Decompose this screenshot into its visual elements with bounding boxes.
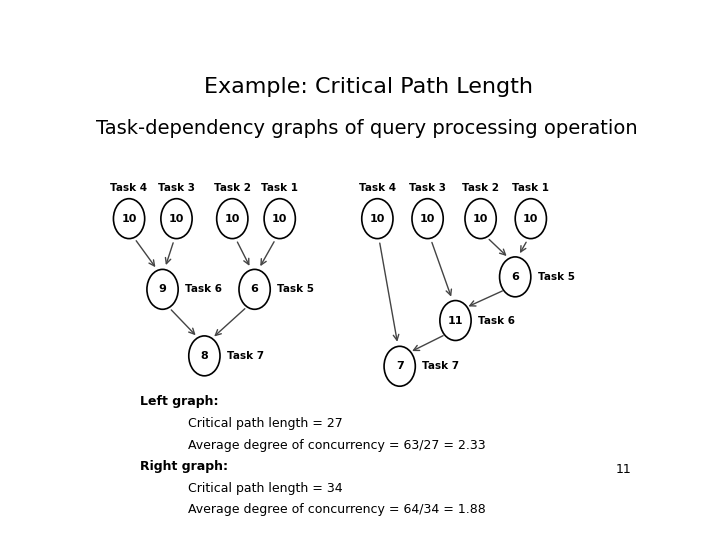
Text: Task 1: Task 1 bbox=[261, 183, 298, 193]
Ellipse shape bbox=[189, 336, 220, 376]
Text: 11: 11 bbox=[616, 463, 631, 476]
Ellipse shape bbox=[114, 199, 145, 239]
Text: Task 3: Task 3 bbox=[409, 183, 446, 193]
Ellipse shape bbox=[239, 269, 270, 309]
Text: 10: 10 bbox=[369, 214, 385, 224]
Text: Task-dependency graphs of query processing operation: Task-dependency graphs of query processi… bbox=[96, 119, 637, 138]
Ellipse shape bbox=[264, 199, 295, 239]
Text: Right graph:: Right graph: bbox=[140, 460, 228, 473]
Ellipse shape bbox=[384, 346, 415, 386]
Text: 10: 10 bbox=[122, 214, 137, 224]
Text: 10: 10 bbox=[473, 214, 488, 224]
Text: Task 5: Task 5 bbox=[538, 272, 575, 282]
Text: 10: 10 bbox=[168, 214, 184, 224]
Ellipse shape bbox=[412, 199, 444, 239]
Text: Task 6: Task 6 bbox=[185, 285, 222, 294]
Text: Average degree of concurrency = 64/34 = 1.88: Average degree of concurrency = 64/34 = … bbox=[188, 503, 485, 516]
Text: Task 4: Task 4 bbox=[359, 183, 396, 193]
Ellipse shape bbox=[217, 199, 248, 239]
Text: Task 5: Task 5 bbox=[277, 285, 314, 294]
Text: 6: 6 bbox=[251, 285, 258, 294]
Ellipse shape bbox=[440, 301, 471, 341]
Ellipse shape bbox=[361, 199, 393, 239]
Ellipse shape bbox=[465, 199, 496, 239]
Text: Task 2: Task 2 bbox=[214, 183, 251, 193]
Text: Left graph:: Left graph: bbox=[140, 395, 219, 408]
Text: 10: 10 bbox=[523, 214, 539, 224]
Text: Average degree of concurrency = 63/27 = 2.33: Average degree of concurrency = 63/27 = … bbox=[188, 438, 485, 451]
Text: 9: 9 bbox=[158, 285, 166, 294]
Text: Task 6: Task 6 bbox=[478, 315, 515, 326]
Text: Critical path length = 27: Critical path length = 27 bbox=[188, 417, 343, 430]
Text: Task 7: Task 7 bbox=[422, 361, 459, 372]
Text: 10: 10 bbox=[420, 214, 436, 224]
Text: Critical path length = 34: Critical path length = 34 bbox=[188, 482, 342, 495]
Ellipse shape bbox=[161, 199, 192, 239]
Text: Example: Critical Path Length: Example: Critical Path Length bbox=[204, 77, 534, 97]
Text: 11: 11 bbox=[448, 315, 463, 326]
Ellipse shape bbox=[147, 269, 178, 309]
Text: 10: 10 bbox=[225, 214, 240, 224]
Text: Task 7: Task 7 bbox=[227, 351, 264, 361]
Ellipse shape bbox=[516, 199, 546, 239]
Text: Task 1: Task 1 bbox=[513, 183, 549, 193]
Text: Task 3: Task 3 bbox=[158, 183, 195, 193]
Text: Task 2: Task 2 bbox=[462, 183, 499, 193]
Ellipse shape bbox=[500, 257, 531, 297]
Text: 6: 6 bbox=[511, 272, 519, 282]
Text: 8: 8 bbox=[200, 351, 208, 361]
Text: 10: 10 bbox=[272, 214, 287, 224]
Text: Task 4: Task 4 bbox=[110, 183, 148, 193]
Text: 7: 7 bbox=[396, 361, 404, 372]
